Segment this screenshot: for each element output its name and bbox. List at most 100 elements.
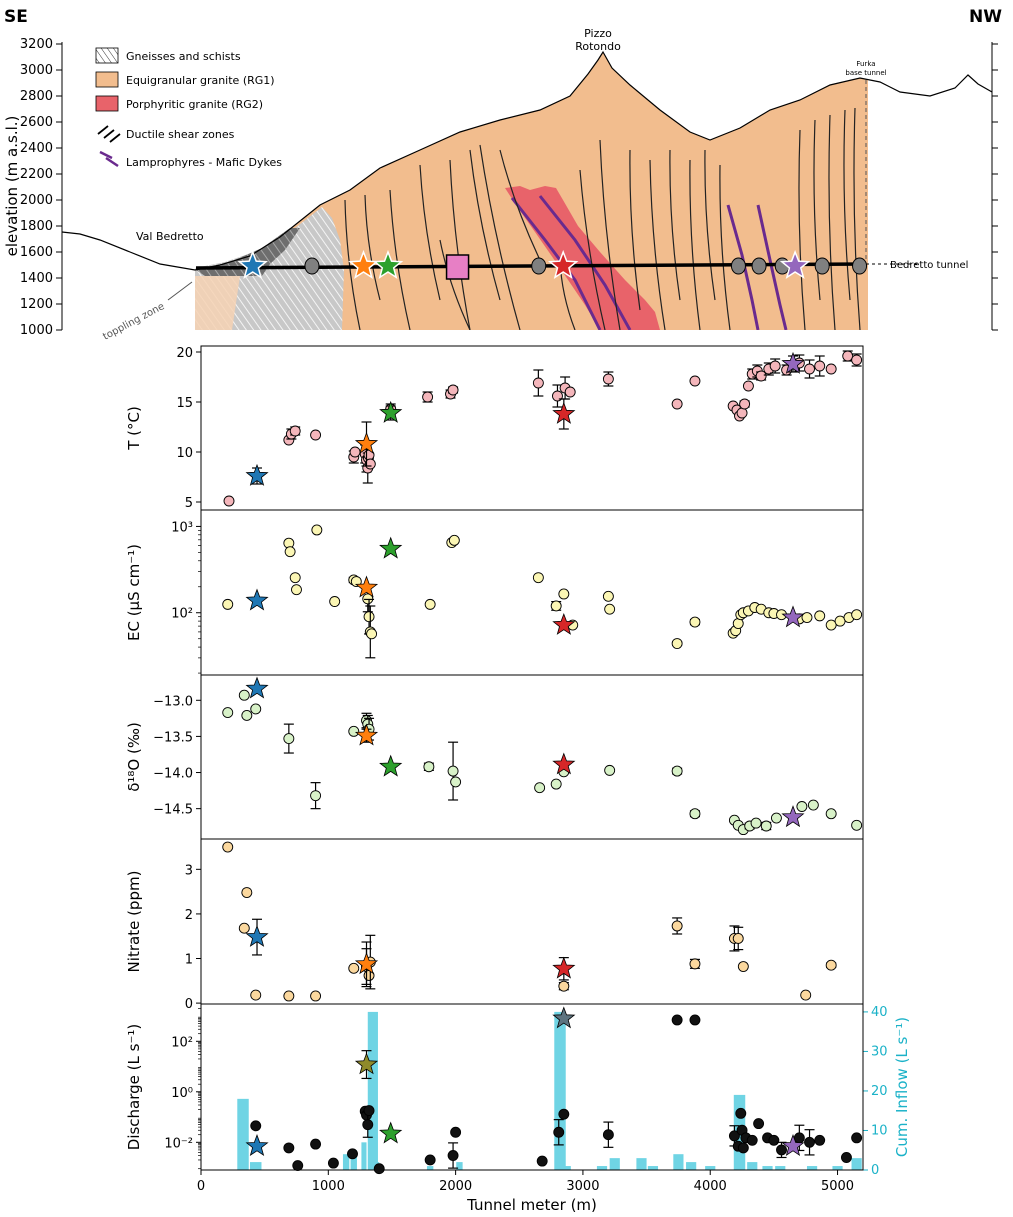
elev-tick-label: 3000 xyxy=(20,63,53,78)
data-point xyxy=(311,524,323,536)
star-marker xyxy=(354,723,379,746)
y-tick-label: 15 xyxy=(176,396,193,411)
shear-line xyxy=(419,164,441,301)
data-point xyxy=(760,820,772,832)
data-point xyxy=(283,1142,295,1154)
inflow-bar xyxy=(350,1150,357,1170)
panel-temperature: 5 10 15 20 T (°C) xyxy=(125,345,864,511)
data-point xyxy=(291,584,302,596)
legend-swatch-shear xyxy=(97,125,121,143)
dyke-3 xyxy=(726,204,760,330)
y-tick-label: 10² xyxy=(171,1035,193,1050)
star-marker xyxy=(379,400,403,423)
data-point xyxy=(550,778,562,790)
elev-tick-label: 1200 xyxy=(20,297,53,312)
data-point xyxy=(825,959,837,971)
legend-swatch-dyke xyxy=(99,150,119,168)
elev-tick-label: 1000 xyxy=(20,323,53,338)
inflow-bar xyxy=(686,1162,697,1170)
data-point xyxy=(736,407,748,419)
star-marker xyxy=(781,805,805,828)
elev-tick-label: 2800 xyxy=(20,89,53,104)
shear-line xyxy=(469,149,501,301)
data-point xyxy=(310,1138,322,1150)
panel-discharge: 0 10 20 30 40 Cum. Inflow (L s⁻¹) 10⁻² 10⁰ 10² Di… xyxy=(125,1003,911,1214)
y-tick-label: −14.5 xyxy=(153,803,193,818)
data-point xyxy=(671,920,683,932)
y2-tick-label: 0 xyxy=(871,1163,879,1178)
data-point xyxy=(689,958,701,970)
shear-line xyxy=(689,159,701,330)
y-tick-label: 10⁰ xyxy=(171,1086,193,1101)
y-tick-label: 2 xyxy=(185,908,193,923)
furka-label-2: base tunnel xyxy=(845,69,886,77)
star-marker xyxy=(245,463,269,486)
shear-line xyxy=(843,109,851,301)
x-axis-label: Tunnel meter (m) xyxy=(466,1196,597,1214)
shear-line xyxy=(669,149,681,301)
inflow-bar xyxy=(237,1098,249,1170)
shear-line xyxy=(853,107,861,330)
elev-tick-label: 2400 xyxy=(20,141,53,156)
tunnel-star-marker xyxy=(547,249,579,279)
data-point xyxy=(671,398,683,410)
star-marker xyxy=(552,401,576,424)
data-point xyxy=(238,689,250,701)
tunnel-star-marker xyxy=(237,249,268,279)
data-point xyxy=(753,1118,765,1130)
star-marker xyxy=(552,956,576,979)
data-point xyxy=(801,612,813,623)
shear-line xyxy=(364,194,381,301)
data-point xyxy=(222,598,234,610)
star-marker xyxy=(781,1134,805,1157)
data-point xyxy=(602,590,614,602)
y2-axis-label: Cum. Inflow (L s⁻¹) xyxy=(893,1017,911,1157)
star-marker xyxy=(379,536,403,559)
data-point xyxy=(842,350,854,362)
elev-tick-label: 1400 xyxy=(20,271,53,286)
inflow-bar xyxy=(673,1154,684,1170)
shear-line xyxy=(798,129,806,330)
data-point xyxy=(283,990,295,1002)
shear-line xyxy=(629,149,641,311)
dyke-4 xyxy=(756,204,788,330)
star-marker xyxy=(379,754,403,777)
tunnel-label: Bedretto tunnel xyxy=(890,260,968,271)
data-point xyxy=(735,1107,747,1119)
y-axis-label: EC (μS cm⁻¹) xyxy=(125,544,143,641)
legend-swatch-rg2 xyxy=(95,95,119,112)
se-label: SE xyxy=(4,7,28,27)
inflow-bar xyxy=(250,1162,262,1170)
data-point xyxy=(366,628,378,640)
panel-nitrate: 0 1 2 3 Nitrate (ppm) xyxy=(125,838,864,1012)
inflow-bar xyxy=(596,1166,608,1170)
x-tick-label: 2000 xyxy=(439,1179,472,1194)
data-point xyxy=(450,1126,462,1138)
data-point xyxy=(241,887,253,898)
data-point xyxy=(289,572,301,584)
data-point xyxy=(250,1120,262,1132)
y-tick-label: 3 xyxy=(185,863,193,878)
star-marker xyxy=(552,752,576,775)
data-point xyxy=(447,765,459,777)
data-point xyxy=(755,370,767,382)
data-point xyxy=(776,1144,787,1156)
x-tick-label: 3000 xyxy=(566,1179,599,1194)
tunnel-square-marker xyxy=(445,254,470,280)
cross-section: SE NW elevation (m a.s.l.) xyxy=(3,7,1002,343)
data-point xyxy=(424,598,436,610)
data-point xyxy=(349,446,361,458)
shear-line xyxy=(599,139,621,330)
elev-tick-label: 2200 xyxy=(20,167,53,182)
data-point xyxy=(284,546,296,558)
shear-line xyxy=(704,149,716,301)
data-point xyxy=(450,776,462,788)
inflow-bar xyxy=(456,1162,463,1170)
data-point xyxy=(532,572,544,584)
data-point xyxy=(742,380,754,392)
star-marker xyxy=(379,1121,403,1144)
star-marker xyxy=(552,612,576,635)
x-tick-label: 5000 xyxy=(821,1179,854,1194)
data-point xyxy=(737,961,749,972)
data-point xyxy=(310,990,322,1002)
